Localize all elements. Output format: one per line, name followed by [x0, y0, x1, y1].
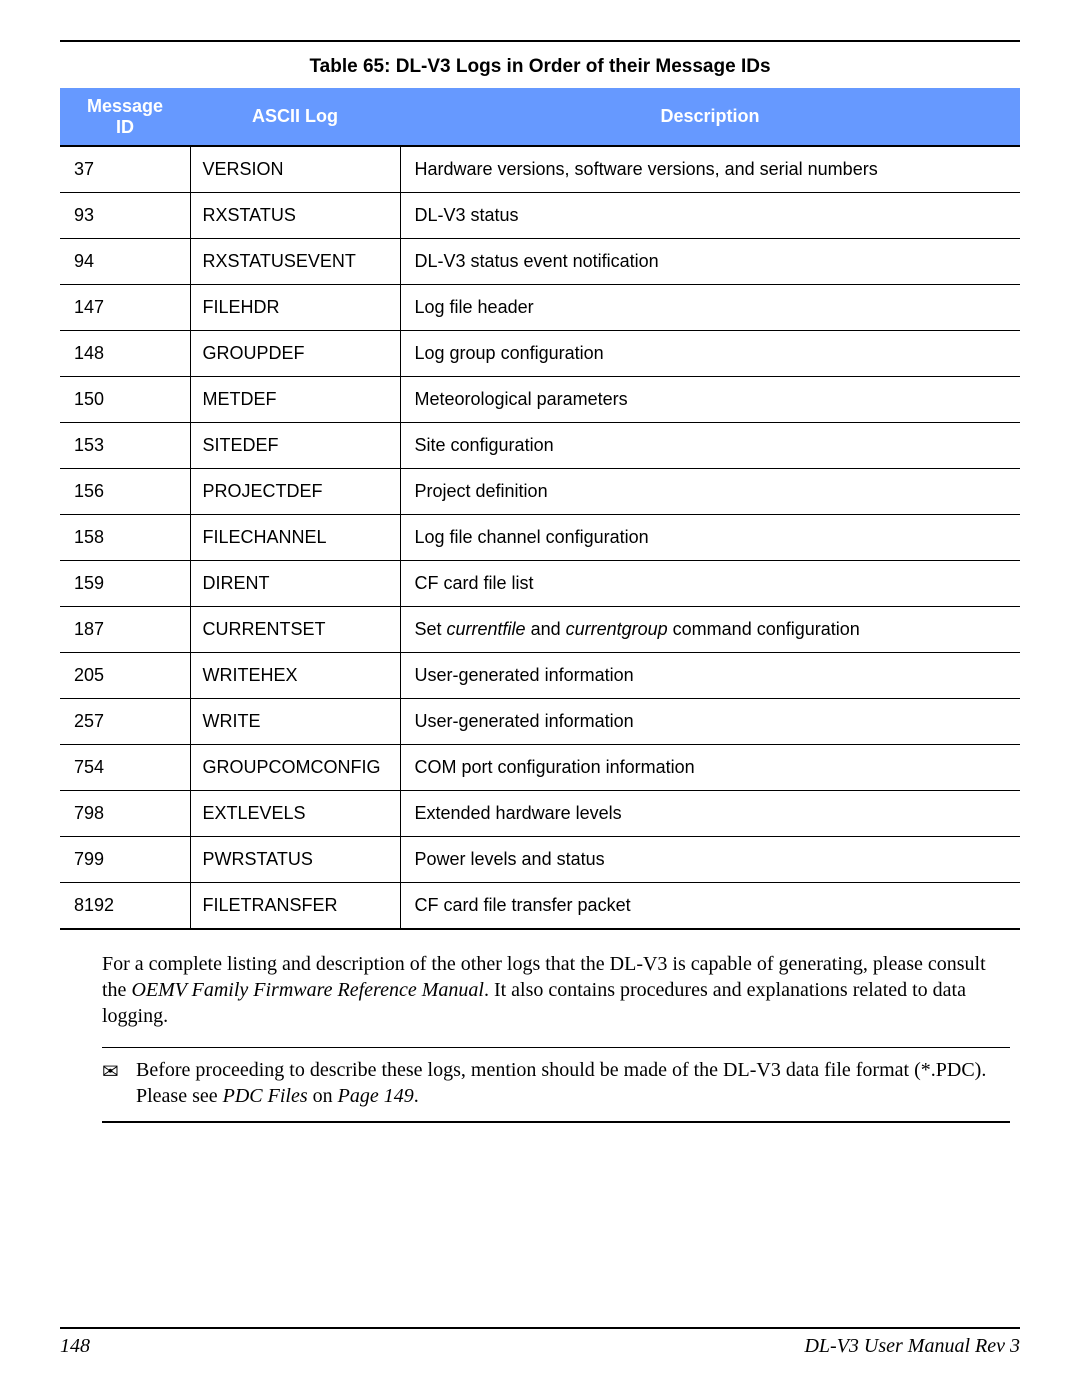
cell-description: User-generated information [400, 653, 1020, 699]
cell-description: Power levels and status [400, 837, 1020, 883]
cell-description: Set currentfile and currentgroup command… [400, 607, 1020, 653]
cell-ascii-log: SITEDEF [190, 423, 400, 469]
table-row: 8192FILETRANSFERCF card file transfer pa… [60, 883, 1020, 930]
table-row: 158FILECHANNELLog file channel configura… [60, 515, 1020, 561]
cell-description: Extended hardware levels [400, 791, 1020, 837]
note-post: . [414, 1085, 419, 1107]
cell-message-id: 94 [60, 239, 190, 285]
para-ital: OEMV Family Firmware Reference Manual [131, 979, 484, 1001]
top-rule [60, 40, 1020, 42]
cell-message-id: 187 [60, 607, 190, 653]
header-ascii-log: ASCII Log [190, 88, 400, 146]
cell-description: DL-V3 status [400, 193, 1020, 239]
cell-ascii-log: RXSTATUS [190, 193, 400, 239]
note-link-pdc: PDC Files [223, 1085, 308, 1107]
note-rule-bottom [102, 1121, 1010, 1123]
cell-description: COM port configuration information [400, 745, 1020, 791]
cell-message-id: 147 [60, 285, 190, 331]
table-row: 754GROUPCOMCONFIGCOM port configuration … [60, 745, 1020, 791]
cell-message-id: 150 [60, 377, 190, 423]
header-row: Message ID ASCII Log Description [60, 88, 1020, 146]
table-row: 159DIRENTCF card file list [60, 561, 1020, 607]
table-head: Message ID ASCII Log Description [60, 88, 1020, 146]
table-row: 147FILEHDRLog file header [60, 285, 1020, 331]
cell-ascii-log: FILECHANNEL [190, 515, 400, 561]
body-paragraph: For a complete listing and description o… [102, 952, 1010, 1029]
cell-description: Project definition [400, 469, 1020, 515]
note-block: ✉ Before proceeding to describe these lo… [102, 1047, 1010, 1123]
cell-message-id: 798 [60, 791, 190, 837]
cell-description: Log file header [400, 285, 1020, 331]
cell-message-id: 153 [60, 423, 190, 469]
cell-ascii-log: RXSTATUSEVENT [190, 239, 400, 285]
page: Table 65: DL-V3 Logs in Order of their M… [0, 0, 1080, 1388]
cell-ascii-log: GROUPCOMCONFIG [190, 745, 400, 791]
table-row: 37VERSIONHardware versions, software ver… [60, 146, 1020, 193]
cell-message-id: 754 [60, 745, 190, 791]
cell-message-id: 148 [60, 331, 190, 377]
cell-description: User-generated information [400, 699, 1020, 745]
cell-message-id: 93 [60, 193, 190, 239]
cell-message-id: 37 [60, 146, 190, 193]
cell-description: Log file channel configuration [400, 515, 1020, 561]
table-row: 93RXSTATUSDL-V3 status [60, 193, 1020, 239]
cell-message-id: 8192 [60, 883, 190, 930]
cell-message-id: 156 [60, 469, 190, 515]
header-id-line2: ID [116, 117, 134, 137]
cell-description: DL-V3 status event notification [400, 239, 1020, 285]
cell-description: CF card file list [400, 561, 1020, 607]
footer-manual-title: DL-V3 User Manual Rev 3 [804, 1335, 1020, 1358]
cell-ascii-log: FILEHDR [190, 285, 400, 331]
cell-message-id: 257 [60, 699, 190, 745]
cell-ascii-log: FILETRANSFER [190, 883, 400, 930]
table-row: 257WRITEUser-generated information [60, 699, 1020, 745]
table-row: 94RXSTATUSEVENTDL-V3 status event notifi… [60, 239, 1020, 285]
cell-ascii-log: WRITE [190, 699, 400, 745]
cell-description: Site configuration [400, 423, 1020, 469]
cell-message-id: 159 [60, 561, 190, 607]
note-link-page: Page 149 [338, 1085, 414, 1107]
header-description: Description [400, 88, 1020, 146]
table-row: 799PWRSTATUSPower levels and status [60, 837, 1020, 883]
cell-description: Meteorological parameters [400, 377, 1020, 423]
cell-ascii-log: PWRSTATUS [190, 837, 400, 883]
cell-ascii-log: WRITEHEX [190, 653, 400, 699]
table-row: 156PROJECTDEFProject definition [60, 469, 1020, 515]
cell-message-id: 158 [60, 515, 190, 561]
cell-ascii-log: CURRENTSET [190, 607, 400, 653]
cell-ascii-log: DIRENT [190, 561, 400, 607]
cell-message-id: 799 [60, 837, 190, 883]
cell-ascii-log: METDEF [190, 377, 400, 423]
table-row: 187CURRENTSETSet currentfile and current… [60, 607, 1020, 653]
header-id-line1: Message [87, 96, 163, 116]
table-body: 37VERSIONHardware versions, software ver… [60, 146, 1020, 929]
table-row: 150METDEFMeteorological parameters [60, 377, 1020, 423]
cell-ascii-log: VERSION [190, 146, 400, 193]
footer-page-number: 148 [60, 1335, 90, 1358]
footer-rule [60, 1327, 1020, 1329]
note-inner: ✉ Before proceeding to describe these lo… [102, 1048, 1010, 1121]
table-row: 148GROUPDEFLog group configuration [60, 331, 1020, 377]
cell-description: Hardware versions, software versions, an… [400, 146, 1020, 193]
envelope-icon: ✉ [102, 1058, 136, 1086]
cell-message-id: 205 [60, 653, 190, 699]
table-row: 798EXTLEVELSExtended hardware levels [60, 791, 1020, 837]
cell-description: CF card file transfer packet [400, 883, 1020, 930]
cell-ascii-log: EXTLEVELS [190, 791, 400, 837]
cell-ascii-log: GROUPDEF [190, 331, 400, 377]
note-text: Before proceeding to describe these logs… [136, 1058, 1010, 1109]
footer-row: 148 DL-V3 User Manual Rev 3 [60, 1335, 1020, 1358]
cell-description: Log group configuration [400, 331, 1020, 377]
table-row: 153SITEDEFSite configuration [60, 423, 1020, 469]
note-mid: on [308, 1085, 338, 1107]
page-footer: 148 DL-V3 User Manual Rev 3 [60, 1327, 1020, 1358]
header-message-id: Message ID [60, 88, 190, 146]
table-row: 205WRITEHEXUser-generated information [60, 653, 1020, 699]
table-caption: Table 65: DL-V3 Logs in Order of their M… [60, 56, 1020, 78]
logs-table: Message ID ASCII Log Description 37VERSI… [60, 88, 1020, 930]
cell-ascii-log: PROJECTDEF [190, 469, 400, 515]
